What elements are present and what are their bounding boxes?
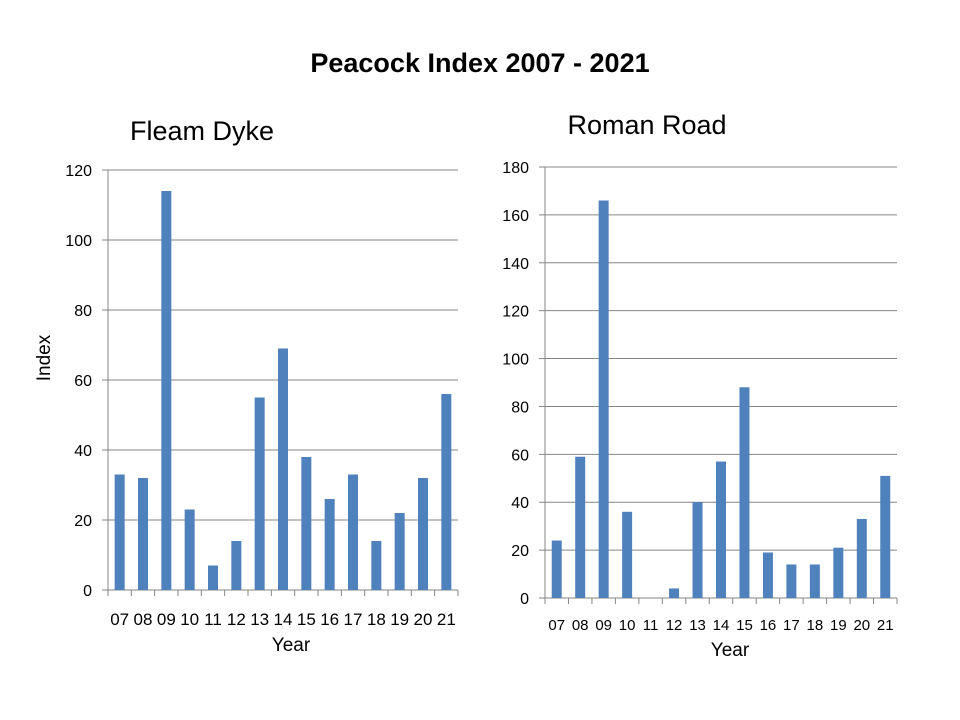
bar-17 (786, 564, 797, 598)
y-axis-label: Index (34, 334, 55, 381)
y-tick-label: 120 (65, 163, 92, 180)
bar-19 (833, 547, 844, 598)
bar-07 (551, 540, 562, 598)
x-tick-label: 14 (274, 610, 293, 629)
x-tick-label: 12 (227, 610, 246, 629)
x-tick-label: 08 (134, 610, 153, 629)
bar-18 (809, 564, 820, 598)
x-tick-label: 13 (250, 610, 269, 629)
bar-21 (441, 394, 452, 590)
bar-13 (254, 397, 265, 590)
y-tick-label: 40 (74, 443, 92, 460)
y-tick-label: 140 (502, 256, 529, 273)
bar-15 (739, 387, 750, 598)
x-tick-label: 18 (807, 617, 824, 634)
x-tick-label: 18 (367, 610, 386, 629)
bar-17 (348, 474, 358, 590)
bar-20 (856, 518, 867, 598)
x-tick-label: 17 (783, 617, 800, 634)
y-tick-label: 60 (511, 447, 529, 464)
bar-14 (716, 461, 726, 598)
x-tick-label: 11 (643, 617, 659, 634)
chart-title: Fleam Dyke (130, 116, 274, 146)
x-tick-label: 20 (414, 610, 433, 629)
y-tick-label: 20 (511, 543, 529, 560)
x-tick-label: 07 (548, 617, 565, 634)
bar-12 (669, 588, 680, 598)
x-tick-label: 10 (180, 610, 199, 629)
x-axis-label: Year (711, 640, 750, 661)
x-tick-label: 16 (760, 617, 777, 634)
bar-07 (114, 474, 125, 590)
bar-09 (598, 200, 609, 598)
y-tick-label: 180 (502, 160, 529, 177)
bar-08 (575, 456, 586, 598)
y-tick-label: 60 (74, 373, 92, 390)
y-tick-label: 40 (511, 495, 529, 512)
x-tick-label: 21 (437, 610, 456, 629)
y-tick-label: 80 (511, 399, 529, 416)
y-tick-label: 160 (502, 208, 529, 225)
y-tick-label: 20 (74, 513, 92, 530)
bar-16 (324, 499, 335, 590)
y-tick-label: 100 (502, 352, 529, 369)
x-tick-label: 10 (619, 617, 636, 634)
bar-15 (301, 457, 312, 590)
x-tick-label: 12 (666, 617, 683, 634)
x-tick-label: 19 (830, 617, 847, 634)
y-tick-label: 100 (65, 233, 92, 250)
bar-10 (184, 509, 195, 590)
main-title: Peacock Index 2007 - 2021 (310, 48, 650, 78)
bar-14 (278, 348, 288, 590)
chart-title: Roman Road (567, 110, 726, 140)
bar-12 (231, 541, 242, 590)
bar-21 (880, 475, 891, 598)
x-tick-label: 15 (736, 617, 753, 634)
bar-16 (762, 552, 773, 598)
x-tick-label: 16 (320, 610, 339, 629)
y-tick-label: 120 (502, 304, 529, 321)
bar-19 (394, 513, 405, 590)
bar-10 (622, 511, 633, 598)
x-tick-label: 15 (297, 610, 316, 629)
y-tick-label: 0 (520, 591, 529, 608)
x-axis-label: Year (272, 635, 311, 656)
bar-09 (161, 191, 172, 590)
x-tick-label: 09 (595, 617, 612, 634)
x-tick-label: 13 (689, 617, 706, 634)
x-tick-label: 14 (713, 617, 730, 634)
y-tick-label: 80 (74, 303, 92, 320)
y-tick-label: 0 (83, 583, 92, 600)
fleam-dyke-chart: Fleam Dyke 0 20 40 60 80 100 120 07 08 09 10 11 12 13 1… (34, 116, 459, 656)
x-tick-label: 11 (204, 610, 222, 629)
bar-13 (692, 502, 703, 598)
x-tick-label: 19 (390, 610, 409, 629)
x-tick-label: 21 (877, 617, 894, 634)
bar-18 (371, 541, 382, 590)
x-tick-label: 08 (572, 617, 589, 634)
roman-road-chart: Roman Road 0 20 40 60 80 100 120 140 160 180 07 08 09… (502, 110, 898, 661)
x-tick-label: 09 (157, 610, 176, 629)
bar-11 (208, 565, 218, 590)
bar-08 (138, 478, 148, 590)
x-tick-label: 20 (853, 617, 870, 634)
bar-20 (418, 478, 428, 590)
x-tick-label: 17 (344, 610, 363, 629)
x-tick-label: 07 (110, 610, 129, 629)
